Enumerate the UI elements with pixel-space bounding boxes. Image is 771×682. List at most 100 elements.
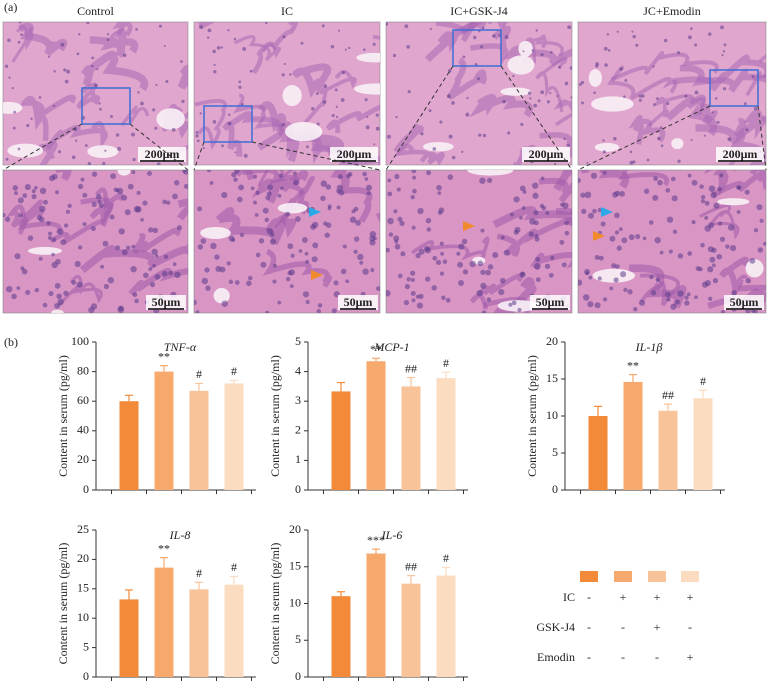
nucleus <box>154 126 158 130</box>
nucleus <box>366 191 371 196</box>
legend-row-label: Emodin <box>537 650 575 664</box>
nucleus <box>660 144 664 148</box>
tissue <box>2 21 189 166</box>
nucleus <box>397 216 403 222</box>
nucleus <box>684 295 689 300</box>
y-tick-label: 100 <box>71 334 89 348</box>
nucleus <box>426 170 432 176</box>
tissue-fold <box>469 93 533 118</box>
histology-image: 200μm <box>385 21 573 166</box>
nucleus <box>213 63 216 66</box>
nucleus <box>418 248 425 255</box>
nucleus <box>304 251 309 256</box>
lumen <box>117 170 131 176</box>
nucleus <box>254 213 259 217</box>
nucleus <box>461 238 468 245</box>
nucleus <box>221 144 224 148</box>
nucleus <box>98 202 104 208</box>
arrow <box>593 231 605 241</box>
nucleus <box>521 206 526 210</box>
nucleus <box>250 186 255 191</box>
nucleus <box>461 150 464 154</box>
nucleus <box>171 193 178 200</box>
nucleus <box>373 143 376 146</box>
nucleus <box>176 225 183 231</box>
y-tick-label: 0 <box>295 482 301 496</box>
nucleus <box>710 191 717 199</box>
lumen <box>51 309 64 313</box>
nucleus <box>549 91 552 95</box>
nucleus <box>249 69 253 73</box>
nucleus <box>480 228 485 233</box>
nucleus <box>649 275 654 280</box>
nucleus <box>163 254 168 259</box>
texture <box>578 25 766 165</box>
lumen <box>200 226 231 239</box>
nucleus <box>60 239 67 246</box>
nucleus <box>677 51 681 55</box>
nucleus <box>540 176 545 181</box>
nucleus <box>447 174 454 180</box>
nucleus <box>47 235 52 240</box>
nucleus <box>731 290 737 296</box>
nucleus <box>403 300 410 306</box>
nucleus <box>386 22 389 26</box>
nucleus <box>594 302 601 309</box>
nucleus <box>504 35 509 40</box>
y-tick-label: 0 <box>295 669 301 682</box>
tissue-fold <box>725 118 766 165</box>
nucleus <box>290 253 295 258</box>
nucleus <box>46 221 51 226</box>
nucleus <box>132 157 136 162</box>
nucleus <box>148 267 153 271</box>
nucleus <box>643 188 650 194</box>
nucleus <box>531 49 534 52</box>
legend-mark: + <box>654 620 661 634</box>
nucleus <box>199 25 203 30</box>
nucleus <box>17 40 21 44</box>
nucleus <box>688 35 692 40</box>
nucleus <box>262 207 269 214</box>
nucleus <box>220 46 223 49</box>
nucleus <box>721 54 724 57</box>
y-tick-label: 10 <box>289 595 301 609</box>
arrow <box>601 207 613 217</box>
scale-box <box>338 295 378 310</box>
nucleus <box>110 173 117 180</box>
histology-image: 50μm <box>193 169 381 314</box>
arrow <box>463 221 475 231</box>
nucleus <box>666 297 671 302</box>
nucleus <box>600 221 606 227</box>
nucleus <box>77 245 83 250</box>
nucleus <box>51 237 57 243</box>
nucleus <box>441 295 446 301</box>
tissue-fold <box>719 256 750 299</box>
nucleus <box>528 231 535 237</box>
nucleus <box>162 199 167 205</box>
legend-mark: - <box>688 620 692 634</box>
tissue-fold <box>262 248 333 288</box>
nucleus <box>442 259 448 264</box>
nucleus <box>623 287 628 293</box>
nucleus <box>135 28 138 31</box>
nucleus <box>333 280 339 286</box>
nucleus <box>473 35 477 40</box>
nucleus <box>517 307 522 313</box>
nucleus <box>474 63 478 66</box>
significance-mark: # <box>700 374 706 388</box>
nucleus <box>529 97 532 100</box>
nucleus <box>519 215 523 220</box>
nucleus <box>349 216 357 223</box>
nucleus <box>580 192 586 198</box>
tissue <box>385 169 573 314</box>
tissue-fold <box>19 94 76 141</box>
nucleus <box>168 270 174 276</box>
nucleus <box>393 209 398 214</box>
nucleus <box>131 132 135 137</box>
nucleus <box>581 208 587 214</box>
nucleus <box>399 220 405 227</box>
nucleus <box>283 62 286 66</box>
significance-mark: # <box>443 551 449 565</box>
tissue-fold <box>325 104 380 134</box>
nucleus <box>540 53 544 57</box>
